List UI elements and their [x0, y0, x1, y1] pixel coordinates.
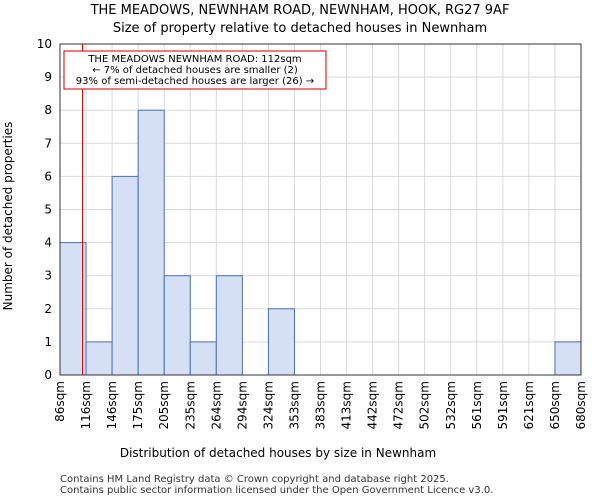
- y-tick-labels: 0 1 2 3 4 5 6 7 8 9 10: [37, 37, 52, 382]
- x-tick-label: 235sqm: [183, 381, 197, 429]
- plot-frame: [59, 43, 582, 376]
- annotation-line-3: 93% of semi-detached houses are larger (…: [76, 76, 314, 87]
- x-tick-label: 86sqm: [53, 381, 67, 422]
- chart-title: THE MEADOWS, NEWNHAM ROAD, NEWNHAM, HOOK…: [90, 3, 510, 18]
- x-axis-label: Distribution of detached houses by size …: [120, 446, 436, 460]
- histogram-bar: [267, 308, 295, 376]
- y-tick-label: 0: [44, 368, 52, 382]
- histogram-bar: [137, 109, 165, 376]
- y-tick-label: 8: [44, 103, 52, 117]
- histogram-bar: [215, 275, 243, 376]
- x-tick-label: 116sqm: [79, 381, 93, 429]
- histogram-bar: [189, 341, 217, 376]
- footer-licence: Contains public sector information licen…: [60, 485, 494, 496]
- axes: [59, 43, 582, 376]
- y-tick-label: 3: [44, 269, 52, 283]
- x-tick-label: 502sqm: [418, 381, 432, 429]
- x-tick-label: 175sqm: [131, 381, 145, 429]
- x-tick-label: 680sqm: [574, 381, 588, 429]
- y-tick-label: 4: [44, 236, 52, 250]
- x-tick-label: 621sqm: [522, 381, 536, 429]
- annotation-line-2: ← 7% of detached houses are smaller (2): [92, 65, 298, 76]
- x-tick-label: 264sqm: [209, 381, 223, 429]
- x-tick-label: 294sqm: [235, 381, 249, 429]
- histogram-bar: [59, 242, 87, 376]
- y-tick-label: 5: [44, 203, 52, 217]
- y-tick-label: 9: [44, 70, 52, 84]
- x-tick-label: 353sqm: [287, 381, 301, 429]
- histogram-bar: [163, 275, 191, 376]
- x-tick-label: 383sqm: [314, 381, 328, 429]
- x-tick-label: 324sqm: [261, 381, 275, 429]
- histogram-bar: [554, 341, 582, 376]
- annotation-line-1: THE MEADOWS NEWNHAM ROAD: 112sqm: [87, 54, 301, 65]
- footer-copyright: Contains HM Land Registry data © Crown c…: [60, 474, 449, 485]
- y-tick-label: 2: [44, 302, 52, 316]
- x-tick-label: 205sqm: [157, 381, 171, 429]
- bars: [59, 109, 582, 376]
- x-tick-label: 650sqm: [548, 381, 562, 429]
- x-tick-label: 442sqm: [366, 381, 380, 429]
- annotation-box: THE MEADOWS NEWNHAM ROAD: 112sqm ← 7% of…: [63, 50, 327, 90]
- x-tick-label: 413sqm: [340, 381, 354, 429]
- y-tick-label: 10: [37, 37, 52, 51]
- y-tick-label: 7: [44, 136, 52, 150]
- x-tick-label: 532sqm: [444, 381, 458, 429]
- histogram-bar: [111, 175, 139, 376]
- x-tick-label: 472sqm: [392, 381, 406, 429]
- x-tick-labels: 86sqm 116sqm 146sqm 175sqm 205sqm 235sqm 264sq…: [53, 381, 588, 429]
- chart-subtitle: Size of property relative to detached ho…: [112, 21, 488, 36]
- y-axis-label: Number of detached properties: [1, 122, 15, 311]
- x-tick-label: 146sqm: [105, 381, 119, 429]
- x-tick-label: 591sqm: [496, 381, 510, 429]
- y-tick-label: 1: [44, 335, 52, 349]
- x-tick-label: 561sqm: [470, 381, 484, 429]
- histogram-bar: [85, 341, 113, 376]
- y-tick-label: 6: [44, 169, 52, 183]
